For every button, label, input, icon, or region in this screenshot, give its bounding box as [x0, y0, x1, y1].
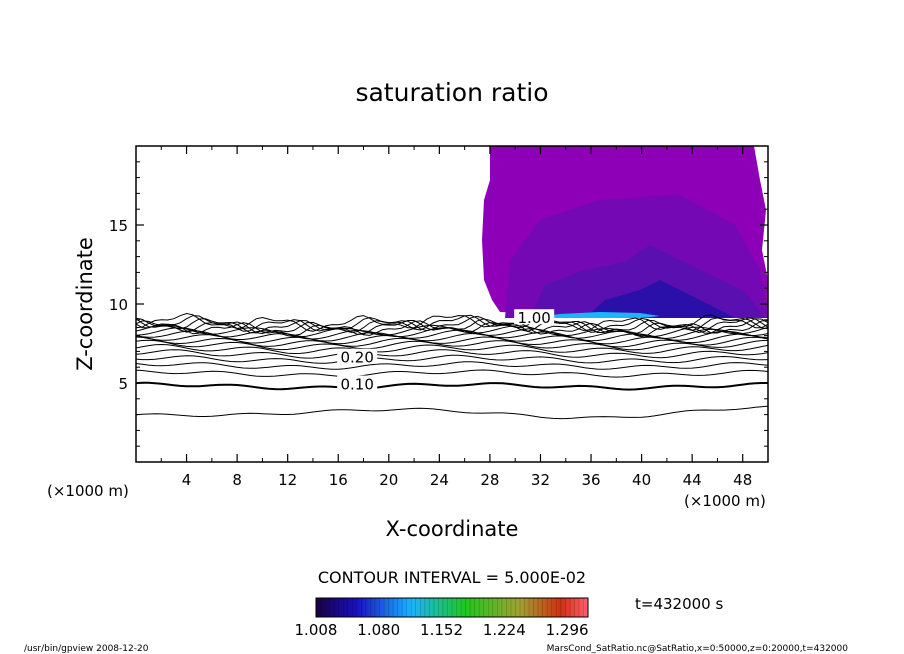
contour-interval-text: CONTOUR INTERVAL = 5.000E-02	[318, 568, 586, 587]
colorbar-bands	[320, 598, 584, 617]
contour-label: 1.00	[517, 309, 550, 327]
contour-lines	[136, 312, 768, 420]
contour-line	[136, 314, 768, 333]
contour-line	[136, 312, 768, 332]
contour-line	[136, 343, 768, 355]
y-tick-label: 10	[109, 296, 128, 314]
contour-labels: 0.10 0.20 1.00	[337, 309, 555, 394]
chart-title: saturation ratio	[355, 78, 548, 107]
x-tick-label: 24	[430, 471, 449, 489]
x-tick-label: 44	[683, 471, 702, 489]
contour-line	[136, 361, 768, 370]
x-axis-label: X-coordinate	[386, 517, 519, 541]
colorbar	[315, 597, 589, 618]
shade-edge	[525, 312, 660, 318]
footer-left: /usr/bin/gpview 2008-12-20	[24, 644, 149, 654]
x-tick-label: 12	[278, 471, 297, 489]
x-tick-label: 32	[531, 471, 550, 489]
x-axis-unit-right: (×1000 m)	[684, 492, 766, 510]
y-axis-ticks: 5 10 15	[109, 161, 768, 447]
colorbar-ticks: 1.008 1.080 1.152 1.224 1.296	[295, 621, 589, 639]
x-tick-label: 40	[632, 471, 651, 489]
contour-label-bg	[337, 375, 378, 391]
x-tick-label: 28	[480, 471, 499, 489]
x-tick-label: 8	[232, 471, 242, 489]
footer-right: MarsCond_SatRatio.nc@SatRatio,x=0:50000,…	[547, 644, 849, 654]
shade-inner	[530, 245, 765, 318]
y-tick-label: 5	[118, 375, 128, 393]
shade-deep	[585, 280, 735, 318]
contour-line	[136, 317, 768, 335]
x-tick-label: 16	[329, 471, 348, 489]
contour-line	[136, 354, 768, 364]
saturation-shading	[482, 146, 768, 318]
x-tick-label: 4	[182, 471, 192, 489]
colorbar-tick-label: 1.296	[546, 621, 589, 639]
y-axis-label: Z-coordinate	[73, 237, 97, 371]
contour-line	[136, 369, 768, 378]
contour-label-bg	[514, 309, 555, 325]
colorbar-tick-label: 1.152	[420, 621, 463, 639]
x-tick-label: 36	[581, 471, 600, 489]
y-tick-label: 15	[109, 217, 128, 235]
x-axis-unit-left: (×1000 m)	[47, 482, 129, 500]
x-tick-label: 20	[379, 471, 398, 489]
x-axis-ticks: 4 8 12 16 20 24 28 32 36 40 44 48	[160, 146, 752, 489]
colorbar-tick-label: 1.008	[295, 621, 338, 639]
contour-label: 0.20	[340, 349, 373, 367]
contour-line	[136, 324, 768, 338]
contour-line	[136, 405, 768, 420]
colorbar-tick-label: 1.224	[483, 621, 526, 639]
contour-line	[136, 349, 768, 359]
colorbar-tick-label: 1.080	[357, 621, 400, 639]
x-tick-label: 48	[733, 471, 752, 489]
contour-label-bg	[337, 348, 378, 364]
contour-label: 0.10	[340, 376, 373, 394]
contour-line	[136, 339, 768, 351]
time-stamp: t=432000 s	[635, 595, 723, 613]
contour-line	[136, 381, 768, 391]
